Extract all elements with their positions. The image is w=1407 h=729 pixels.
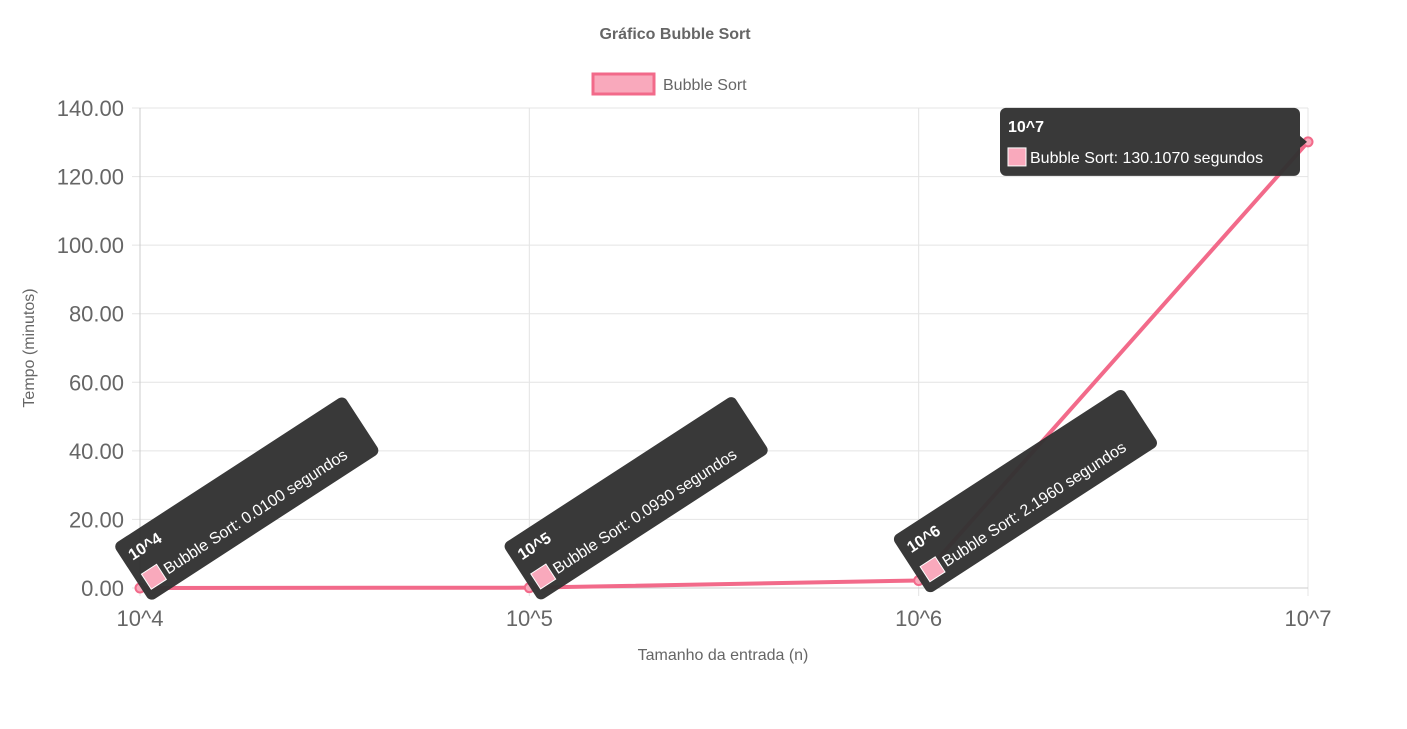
legend-label[interactable]: Bubble Sort <box>663 77 747 94</box>
x-tick-label: 10^5 <box>506 606 553 631</box>
tooltip-swatch <box>1007 147 1027 167</box>
y-tick-label: 100.00 <box>57 233 124 258</box>
tooltip: 10^7 Bubble Sort: 130.1070 segundos <box>1000 107 1307 176</box>
y-tick-label: 80.00 <box>69 302 124 327</box>
y-tick-label: 20.00 <box>69 507 124 532</box>
tooltip-label: Bubble Sort: 130.1070 segundos <box>1030 150 1263 167</box>
tooltip-swatch <box>919 556 946 583</box>
chart-title: Gráfico Bubble Sort <box>599 26 751 43</box>
y-axis-title: Tempo (minutos) <box>21 288 38 407</box>
series-line <box>139 140 1310 590</box>
legend[interactable]: Bubble Sort <box>591 72 747 96</box>
x-tick-label: 10^4 <box>116 606 163 631</box>
y-tick-label: 120.00 <box>57 165 124 190</box>
tooltip-box <box>504 397 768 600</box>
y-tick-label: 0.00 <box>81 576 124 601</box>
y-tick-label: 60.00 <box>69 370 124 395</box>
axes: 0.00 20.00 40.00 60.00 80.00 100.00 120.00 140.… <box>57 96 1332 631</box>
tooltip-swatch <box>530 563 557 590</box>
series-bubble-sort[interactable] <box>134 136 1314 594</box>
y-tick-label: 40.00 <box>69 439 124 464</box>
x-tick-label: 10^7 <box>1284 606 1331 631</box>
tooltip-swatch <box>140 563 168 590</box>
grid-lines <box>132 107 1309 596</box>
tooltip-box <box>1000 107 1300 176</box>
y-tick-label: 140.00 <box>57 96 124 121</box>
tooltip-box <box>893 389 1158 593</box>
tooltip-title: 10^7 <box>1008 119 1044 136</box>
tooltip-caret <box>1300 135 1307 148</box>
tooltip-box <box>115 397 379 600</box>
x-axis-title: Tamanho da entrada (n) <box>638 647 809 664</box>
legend-swatch[interactable] <box>591 72 656 96</box>
x-tick-label: 10^6 <box>895 606 942 631</box>
